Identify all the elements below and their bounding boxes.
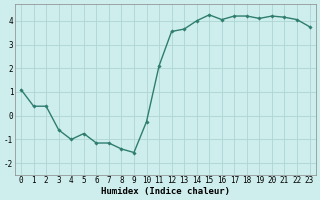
X-axis label: Humidex (Indice chaleur): Humidex (Indice chaleur) <box>101 187 230 196</box>
